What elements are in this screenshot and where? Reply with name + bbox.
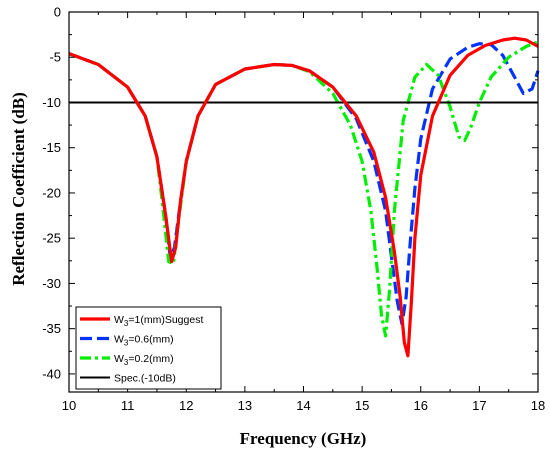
- y-tick-label: -40: [42, 366, 61, 381]
- x-tick-label: 13: [238, 398, 252, 413]
- legend-box: [75, 306, 222, 390]
- y-tick-label: -20: [42, 185, 61, 200]
- x-tick-label: 16: [414, 398, 428, 413]
- series-line-1: [68, 36, 539, 358]
- y-tick-label: 0: [54, 5, 61, 20]
- x-tick-label: 17: [472, 398, 486, 413]
- legend-label-3: W3=0.2(mm): [114, 353, 174, 367]
- y-tick-label: -30: [42, 276, 61, 291]
- series-line-3: [68, 40, 539, 338]
- x-tick-label: 15: [355, 398, 369, 413]
- y-axis-title: Reflection Coefficient (dB): [9, 92, 28, 286]
- legend-label-1: W3=1(mm)Suggest: [114, 314, 203, 328]
- x-tick-label: 18: [531, 398, 545, 413]
- y-tick-label: -10: [42, 95, 61, 110]
- x-tick-label: 14: [296, 398, 310, 413]
- x-axis-title: Frequency (GHz): [240, 429, 367, 448]
- legend-label-4: Spec.(-10dB): [114, 373, 176, 385]
- series-layer: [68, 36, 540, 358]
- legend-label-2: W3=0.6(mm): [114, 334, 174, 348]
- x-tick-label: 10: [62, 398, 76, 413]
- axes-layer: 10 11 12 13 14 15 16 17 18 0 -5 -10 -15 -20 -25 -30 -35 -…: [42, 5, 545, 414]
- x-tick-label: 11: [121, 398, 135, 413]
- y-tick-label: -5: [49, 50, 61, 65]
- y-tick-label: -15: [42, 140, 61, 155]
- x-tick-label: 12: [179, 398, 193, 413]
- y-tick-label: -35: [42, 321, 61, 336]
- legend: W3=1(mm)Suggest W3=0.6(mm) W3=0.2(mm) Spec.…: [75, 306, 222, 390]
- y-tick-label: -25: [42, 231, 61, 246]
